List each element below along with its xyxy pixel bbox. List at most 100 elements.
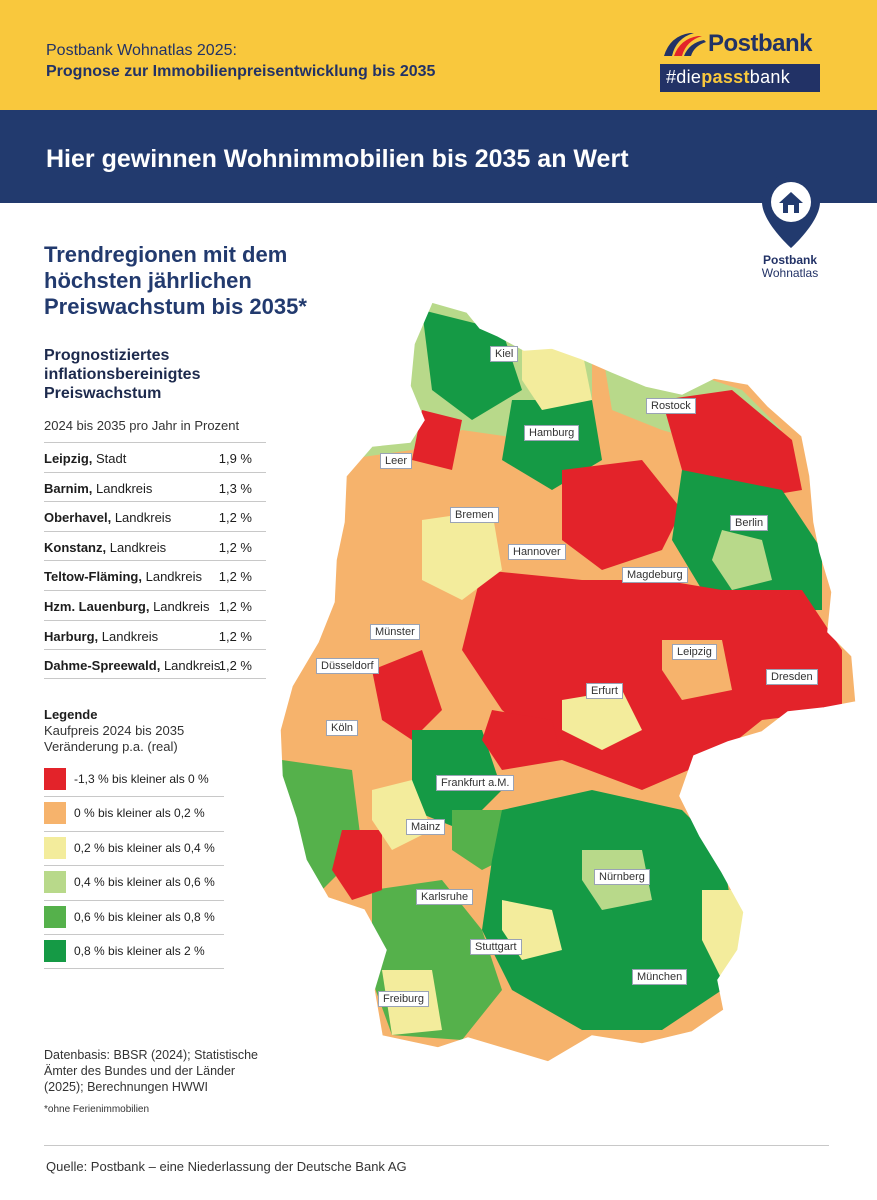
legend-label: 0,2 % bis kleiner als 0,4 % bbox=[74, 840, 215, 855]
table-unit: 2024 bis 2035 pro Jahr in Prozent bbox=[44, 418, 240, 433]
germany-choropleth bbox=[279, 301, 857, 1063]
row-name: Oberhavel, Landkreis bbox=[44, 510, 171, 525]
region-name: Hzm. Lauenburg, bbox=[44, 598, 150, 614]
legend-title: Legende bbox=[44, 707, 98, 722]
table-row: Leipzig, Stadt 1,9 % bbox=[44, 442, 266, 472]
table-row: Barnim, Landkreis 1,3 % bbox=[44, 471, 266, 502]
legend-item: 0,2 % bis kleiner als 0,4 % bbox=[44, 832, 224, 867]
city-label-magdeburg: Magdeburg bbox=[622, 567, 688, 583]
header-bar: Postbank Wohnatlas 2025: Prognose zur Im… bbox=[0, 0, 877, 110]
ranking-table: Leipzig, Stadt 1,9 % Barnim, Landkreis 1,3… bbox=[44, 442, 266, 679]
source-credit: Quelle: Postbank – eine Niederlassung de… bbox=[46, 1159, 407, 1174]
legend-item: 0,6 % bis kleiner als 0,8 % bbox=[44, 901, 224, 935]
row-name: Barnim, Landkreis bbox=[44, 481, 152, 496]
table-row: Dahme-Spreewald, Landkreis 1,2 % bbox=[44, 649, 266, 679]
legend-label: 0,6 % bis kleiner als 0,8 % bbox=[74, 909, 215, 924]
city-label-erfurt: Erfurt bbox=[586, 683, 623, 699]
city-label-bremen: Bremen bbox=[450, 507, 499, 523]
row-value: 1,2 % bbox=[218, 569, 252, 585]
legend-swatch bbox=[44, 768, 66, 790]
legend-swatch bbox=[44, 802, 66, 825]
region-type: Landkreis bbox=[114, 510, 172, 526]
city-label-leipzig: Leipzig bbox=[672, 644, 717, 660]
header-title-line1: Postbank Wohnatlas 2025: bbox=[46, 42, 237, 59]
region-name: Teltow-Fläming, bbox=[44, 569, 142, 585]
city-label-mainz: Mainz bbox=[406, 819, 446, 835]
region-type: Landkreis bbox=[153, 598, 210, 614]
row-name: Dahme-Spreewald, Landkreis bbox=[44, 658, 220, 673]
legend-item: 0,8 % bis kleiner als 2 % bbox=[44, 935, 224, 970]
row-value: 1,2 % bbox=[218, 539, 252, 555]
region-name: Leipzig, bbox=[44, 451, 93, 466]
logo-name: Postbank bbox=[708, 30, 813, 57]
legend-subtitle: Kaufpreis 2024 bis 2035 bbox=[44, 723, 185, 738]
section-heading: Trendregionen mit dem höchsten jährliche… bbox=[44, 242, 307, 319]
region-type: Landkreis bbox=[96, 480, 153, 496]
hashtag-prefix: #die bbox=[666, 67, 702, 87]
hashtag-bold: passt bbox=[701, 67, 750, 87]
city-label-muenchen: München bbox=[632, 969, 688, 985]
legend-list: -1,3 % bis kleiner als 0 % 0 % bis klein… bbox=[44, 763, 224, 970]
legend-swatch bbox=[44, 939, 66, 962]
row-name: Harburg, Landkreis bbox=[44, 629, 158, 644]
region-name: Dahme-Spreewald, bbox=[44, 658, 161, 674]
header-title-line2: Prognose zur Immobilienpreisentwicklung … bbox=[46, 63, 436, 80]
legend-subtitle: Veränderung p.a. (real) bbox=[44, 739, 178, 754]
city-label-leer: Leer bbox=[380, 453, 413, 469]
city-label-frankfurt: Frankfurt a.M. bbox=[436, 775, 515, 791]
legend-item: 0,4 % bis kleiner als 0,6 % bbox=[44, 866, 224, 901]
table-row: Harburg, Landkreis 1,2 % bbox=[44, 619, 266, 650]
legend-swatch bbox=[44, 836, 66, 859]
city-label-rostock: Rostock bbox=[646, 398, 696, 414]
row-name: Leipzig, Stadt bbox=[44, 451, 126, 466]
legend-label: 0 % bis kleiner als 0,2 % bbox=[74, 806, 205, 821]
city-label-freiburg: Freiburg bbox=[378, 991, 429, 1007]
legend-label: 0,4 % bis kleiner als 0,6 % bbox=[74, 875, 215, 890]
row-value: 1,2 % bbox=[218, 598, 252, 614]
table-row: Teltow-Fläming, Landkreis 1,2 % bbox=[44, 560, 266, 590]
row-name: Teltow-Fläming, Landkreis bbox=[44, 569, 202, 584]
city-label-stuttgart: Stuttgart bbox=[470, 939, 522, 955]
city-label-koeln: Köln bbox=[326, 720, 359, 736]
table-heading: Prognostiziertes inflationsbereinigtes P… bbox=[44, 347, 201, 402]
badge-line2: Wohnatlas bbox=[761, 266, 819, 280]
data-source: Datenbasis: BBSR (2024); Statistische Äm… bbox=[44, 1048, 258, 1094]
city-label-karlsruhe: Karlsruhe bbox=[416, 889, 474, 905]
city-label-kiel: Kiel bbox=[490, 346, 519, 362]
table-row: Hzm. Lauenburg, Landkreis 1,2 % bbox=[44, 589, 266, 620]
region-type: Landkreis bbox=[109, 539, 167, 555]
city-label-muenster: Münster bbox=[370, 624, 420, 640]
region-name: Harburg, bbox=[44, 628, 99, 644]
badge-line1: Postbank bbox=[762, 253, 817, 267]
germany-map: Kiel Rostock Hamburg Leer Bremen Berlin … bbox=[262, 290, 862, 1090]
row-value: 1,2 % bbox=[218, 628, 252, 644]
row-name: Hzm. Lauenburg, Landkreis bbox=[44, 599, 209, 614]
region-name: Barnim, bbox=[44, 480, 93, 496]
page-headline: Hier gewinnen Wohnimmobilien bis 2035 an… bbox=[46, 145, 629, 173]
legend-item: 0 % bis kleiner als 0,2 % bbox=[44, 797, 224, 832]
region-name: Konstanz, bbox=[44, 539, 107, 555]
legend-item: -1,3 % bis kleiner als 0 % bbox=[44, 763, 224, 798]
headline-band: Hier gewinnen Wohnimmobilien bis 2035 an… bbox=[0, 110, 877, 203]
region-type: Stadt bbox=[96, 451, 127, 466]
city-label-berlin: Berlin bbox=[730, 515, 769, 531]
legend-label: -1,3 % bis kleiner als 0 % bbox=[74, 772, 209, 786]
logo-hashtag: #diepasstbank bbox=[660, 64, 820, 92]
table-row: Oberhavel, Landkreis 1,2 % bbox=[44, 501, 266, 531]
city-label-hamburg: Hamburg bbox=[524, 425, 580, 441]
row-name: Konstanz, Landkreis bbox=[44, 540, 166, 555]
legend-label: 0,8 % bis kleiner als 2 % bbox=[74, 943, 205, 958]
location-house-icon bbox=[762, 174, 820, 248]
legend-swatch bbox=[44, 871, 66, 894]
region-type: Landkreis bbox=[163, 658, 221, 674]
region-type: Landkreis bbox=[145, 569, 202, 585]
divider bbox=[44, 1145, 829, 1146]
row-value: 1,3 % bbox=[218, 480, 252, 496]
wohnatlas-badge: Postbank Wohnatlas bbox=[760, 172, 822, 280]
postbank-stripes-icon bbox=[664, 33, 706, 56]
city-label-duesseldorf: Düsseldorf bbox=[316, 658, 379, 674]
footnote: *ohne Ferienimmobilien bbox=[44, 1104, 150, 1115]
city-label-nuernberg: Nürnberg bbox=[594, 869, 650, 885]
postbank-logo: Postbank #diepasstbank bbox=[660, 30, 822, 96]
hashtag-suffix: bank bbox=[749, 67, 790, 87]
